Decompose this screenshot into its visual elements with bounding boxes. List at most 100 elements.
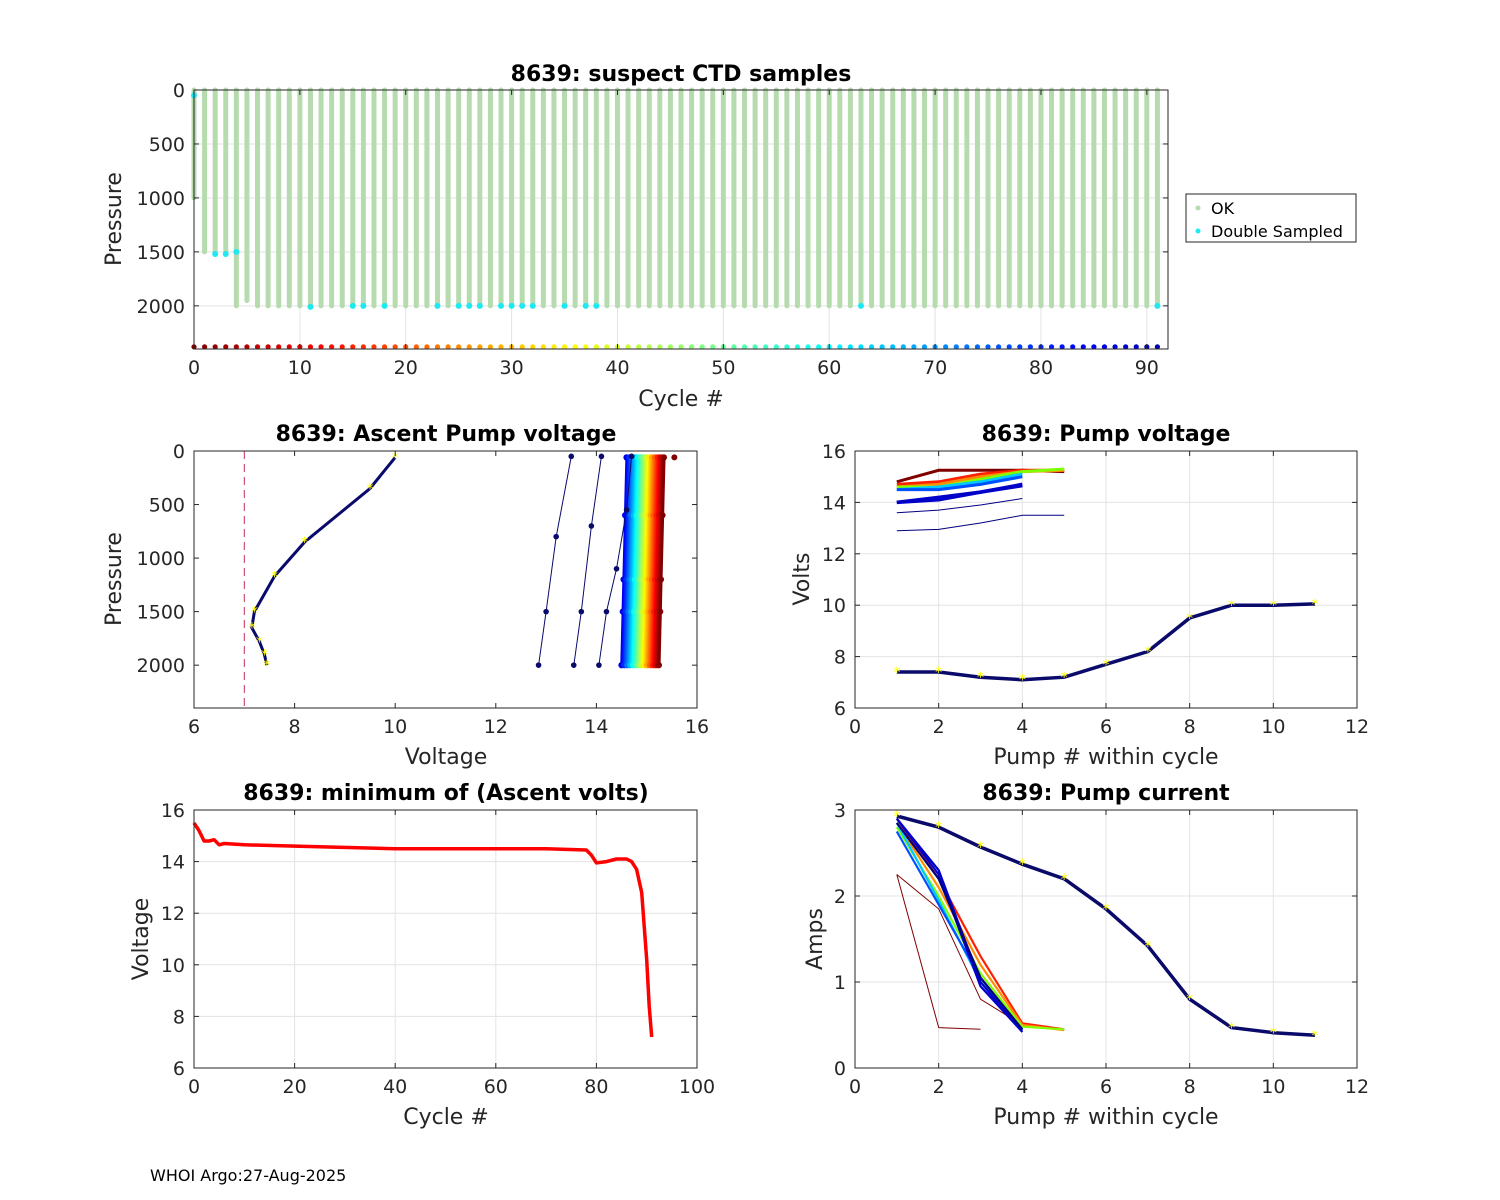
cycle-marker-14 — [339, 344, 345, 350]
pumpc-ytick-label-2: 2 — [834, 886, 846, 908]
pumpv-long-cycle-marker-6: * — [1144, 644, 1151, 660]
suspect-xtick-label-4: 40 — [605, 357, 629, 379]
cycle-marker-16 — [360, 344, 366, 350]
ascent-profile-line-79 — [658, 457, 666, 666]
pumpc-long-cycle-marker-9: * — [1270, 1026, 1277, 1042]
pumpc-xtick-label-0: 0 — [849, 1076, 861, 1098]
pumpc-ylabel: Amps — [803, 908, 828, 970]
double-sampled-point-3 — [233, 248, 240, 255]
cycle-marker-54 — [763, 344, 769, 350]
minv-xlabel: Cycle # — [403, 1105, 489, 1130]
minv-ytick-label-5: 16 — [161, 800, 185, 822]
pumpc-long-cycle-marker-3: * — [1019, 857, 1026, 873]
suspect-ytick-label-4: 2000 — [137, 296, 185, 318]
suspect-xtick-label-2: 20 — [394, 357, 418, 379]
pumpc-long-cycle-marker-7: * — [1186, 992, 1193, 1008]
cycle-marker-66 — [890, 344, 896, 350]
cycle-marker-28 — [487, 344, 494, 350]
cycle-marker-11 — [307, 344, 314, 350]
minv-xtick-label-4: 80 — [584, 1076, 608, 1098]
cycle-marker-32 — [530, 344, 536, 350]
ascent-low-profile-marker-0: * — [392, 450, 399, 466]
cycle-marker-4 — [233, 344, 239, 350]
ascent-xtick-label-5: 16 — [685, 716, 709, 738]
cycle-marker-21 — [413, 344, 419, 350]
pumpv-long-cycle-marker-4: * — [1061, 670, 1068, 686]
cycle-marker-82 — [1059, 344, 1065, 350]
ascent-low-profile-marker-8: * — [263, 658, 270, 674]
minv-frame — [193, 809, 698, 1069]
cycle-marker-49 — [710, 344, 716, 350]
minv-xtick-label-1: 20 — [283, 1076, 307, 1098]
minv-xtick-label-2: 40 — [383, 1076, 407, 1098]
footer-note: WHOI Argo:27-Aug-2025 — [150, 1166, 347, 1185]
double-sampled-point-10 — [466, 302, 473, 309]
cycle-marker-13 — [329, 344, 335, 350]
cycle-marker-69 — [921, 344, 928, 350]
pumpv-short-cycle-5 — [896, 475, 1023, 492]
cycle-marker-9 — [286, 344, 292, 350]
double-sampled-point-12 — [498, 302, 505, 309]
pump-voltage-panel: * * * * * * * * * * * 0 2 4 6 8 10 12 6 8 10 12 14 16 8639: Pum… — [790, 422, 1369, 770]
pumpv-ytick-label-0: 6 — [834, 698, 846, 720]
minv-title: 8639: minimum of (Ascent volts) — [243, 781, 649, 806]
cycle-marker-63 — [858, 344, 864, 350]
double-sampled-point-15 — [529, 302, 536, 309]
minv-xtick-label-0: 0 — [188, 1076, 200, 1098]
ascent-navy-profile-0-point-0 — [568, 453, 575, 460]
double-sampled-point-16 — [561, 302, 568, 309]
minv-ytick-label-2: 10 — [161, 955, 185, 977]
double-sampled-point-20 — [1154, 302, 1161, 309]
double-sampled-point-8 — [434, 302, 441, 309]
cycle-marker-78 — [1017, 344, 1023, 350]
pumpc-xtick-label-6: 12 — [1345, 1076, 1369, 1098]
pumpc-xtick-label-4: 8 — [1184, 1076, 1196, 1098]
pumpv-long-cycle-marker-5: * — [1103, 657, 1110, 673]
suspect-ylabel: Pressure — [102, 172, 127, 266]
suspect-ytick-label-2: 1000 — [137, 188, 185, 210]
suspect-frame — [193, 89, 1169, 350]
ascent-navy-profile-2-point-1 — [623, 507, 630, 513]
ascent-ytick-label-2: 1000 — [137, 548, 185, 570]
ascent-frame — [193, 450, 698, 709]
ascent-xtick-label-2: 10 — [383, 716, 407, 738]
ascent-ytick-label-4: 2000 — [137, 655, 185, 677]
legend-box — [1185, 193, 1357, 243]
pumpc-xtick-label-2: 4 — [1016, 1076, 1028, 1098]
cycle-marker-83 — [1070, 344, 1076, 350]
pumpc-xlabel: Pump # within cycle — [993, 1105, 1218, 1130]
pumpc-xtick-label-5: 10 — [1261, 1076, 1285, 1098]
cycle-marker-24 — [445, 344, 451, 350]
ascent-low-profile-marker-7: * — [261, 647, 268, 663]
cycle-marker-85 — [1091, 344, 1097, 350]
ascent-ytick-label-0: 0 — [173, 441, 185, 463]
cycle-marker-26 — [466, 344, 472, 350]
suspect-data-layer: 0 10 20 30 40 50 60 70 80 90 0 500 1000 1500 2000 — [137, 80, 1169, 379]
double-sampled-point-11 — [476, 302, 483, 309]
ascent-title: 8639: Ascent Pump voltage — [276, 422, 617, 447]
ascent-xtick-label-4: 14 — [584, 716, 608, 738]
cycle-marker-81 — [1048, 344, 1055, 350]
cycle-marker-64 — [868, 344, 875, 350]
minv-ytick-label-4: 14 — [161, 852, 185, 874]
pumpc-long-cycle-marker-6: * — [1144, 939, 1151, 955]
ascent-ylabel: Pressure — [102, 532, 127, 626]
cycle-marker-39 — [604, 344, 610, 350]
cycle-marker-25 — [456, 344, 462, 350]
pumpv-long-cycle-marker-10: * — [1312, 597, 1319, 613]
cycle-marker-56 — [784, 344, 790, 350]
cycle-marker-2 — [212, 344, 218, 350]
minv-data-layer: 0 20 40 60 80 100 6 8 10 12 14 16 — [161, 800, 715, 1098]
cycle-marker-68 — [911, 344, 917, 350]
ascent-xtick-label-0: 6 — [188, 716, 200, 738]
cycle-marker-61 — [837, 344, 843, 350]
pumpv-long-cycle-marker-2: * — [977, 670, 984, 686]
ascent-navy-profile-2-point-3 — [603, 608, 610, 615]
cycle-marker-52 — [741, 344, 748, 350]
cycle-marker-88 — [1123, 344, 1129, 350]
ascent-low-profile-marker-2: * — [301, 535, 308, 551]
suspect-xtick-label-7: 70 — [923, 357, 947, 379]
